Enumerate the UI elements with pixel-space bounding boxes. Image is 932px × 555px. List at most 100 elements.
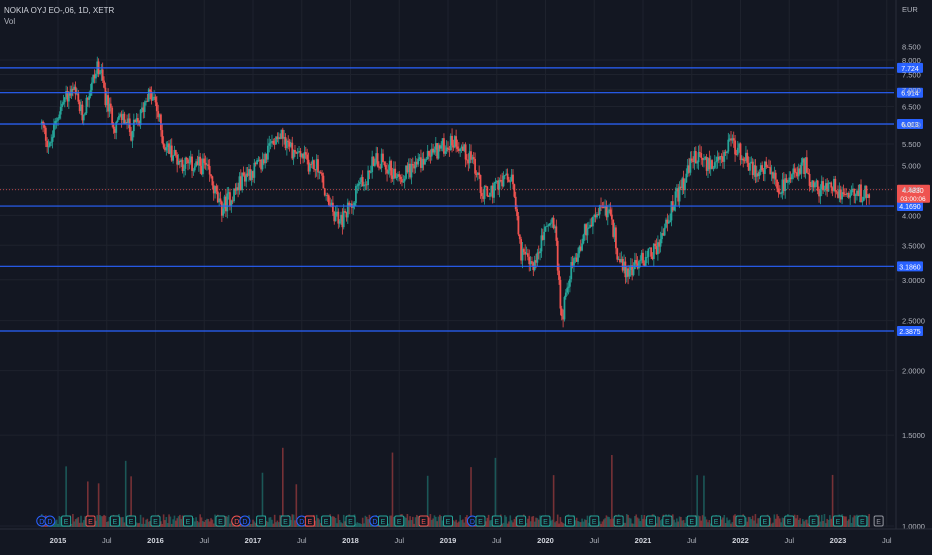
candle bbox=[254, 161, 257, 167]
candle bbox=[281, 127, 284, 147]
candle bbox=[858, 184, 861, 203]
earnings-event-icon[interactable]: E bbox=[784, 515, 795, 527]
volume-bar bbox=[65, 466, 67, 527]
level-layer: 7.724 6.914 6.013 4.1690 3.1860 2.3875 4.48300… bbox=[0, 62, 930, 336]
earnings-event-icon[interactable]: E bbox=[280, 515, 291, 527]
earnings-event-icon[interactable]: E bbox=[109, 515, 120, 527]
volume-bar bbox=[578, 521, 581, 527]
y-tick-label: 8.000 bbox=[902, 56, 921, 65]
volume-bar bbox=[677, 521, 680, 527]
volume-bar bbox=[550, 520, 552, 527]
candle bbox=[365, 181, 368, 190]
candle bbox=[494, 177, 497, 191]
earnings-event-icon[interactable]: E bbox=[711, 515, 722, 527]
candle bbox=[800, 157, 803, 179]
earnings-event-icon[interactable]: E bbox=[873, 515, 884, 527]
earnings-event-icon[interactable]: E bbox=[759, 515, 770, 527]
volume-bar bbox=[315, 514, 318, 527]
dividend-event-icon[interactable]: D bbox=[36, 515, 48, 527]
volume-bar bbox=[344, 521, 346, 527]
earnings-event-icon[interactable]: E bbox=[516, 515, 527, 527]
earnings-event-icon[interactable]: E bbox=[256, 515, 267, 527]
candle bbox=[353, 201, 356, 210]
volume-bar bbox=[341, 523, 344, 527]
candle bbox=[629, 257, 632, 277]
dividend-event-icon[interactable]: D bbox=[44, 515, 56, 527]
volume-bar bbox=[367, 519, 369, 527]
candle bbox=[703, 153, 705, 168]
volume-bar bbox=[391, 452, 394, 527]
svg-text:E: E bbox=[64, 519, 69, 526]
svg-text:E: E bbox=[421, 519, 426, 526]
volume-indicator-label[interactable]: Vol bbox=[4, 17, 16, 26]
candle bbox=[814, 182, 816, 192]
candle bbox=[269, 139, 272, 150]
candle bbox=[426, 144, 429, 160]
level-price-label: 6.914 bbox=[901, 91, 919, 98]
earnings-event-icon[interactable]: E bbox=[646, 515, 657, 527]
dividend-event-icon[interactable]: D bbox=[239, 515, 251, 527]
earnings-event-icon[interactable]: E bbox=[61, 515, 72, 527]
earnings-event-icon[interactable]: E bbox=[589, 515, 600, 527]
earnings-event-icon[interactable]: E bbox=[735, 515, 746, 527]
candle bbox=[656, 235, 659, 261]
candle bbox=[651, 252, 654, 261]
earnings-event-icon[interactable]: E bbox=[215, 515, 226, 527]
earnings-event-icon[interactable]: E bbox=[833, 515, 843, 527]
earnings-event-icon[interactable]: E bbox=[857, 515, 868, 527]
earnings-event-icon[interactable]: E bbox=[564, 515, 575, 527]
svg-text:E: E bbox=[324, 519, 329, 526]
dividend-event-icon[interactable]: D bbox=[369, 515, 381, 527]
earnings-event-icon[interactable]: E bbox=[394, 515, 405, 527]
volume-bar bbox=[845, 516, 847, 527]
candle bbox=[58, 111, 61, 120]
earnings-event-icon[interactable]: E bbox=[540, 515, 551, 527]
earnings-event-icon[interactable]: E bbox=[304, 515, 315, 527]
candle bbox=[444, 145, 447, 156]
volume-bar bbox=[848, 519, 850, 527]
candle bbox=[227, 186, 230, 200]
candle bbox=[751, 158, 754, 179]
earnings-event-icon[interactable]: E bbox=[150, 515, 161, 527]
candle bbox=[602, 201, 605, 209]
earnings-event-icon[interactable]: E bbox=[418, 515, 429, 527]
volume-bar bbox=[585, 520, 587, 527]
volume-bar bbox=[505, 516, 508, 527]
volume-bar bbox=[657, 516, 659, 527]
volume-bar bbox=[179, 514, 181, 527]
symbol-title[interactable]: NOKIA OYJ EO-,06, 1D, XETR bbox=[4, 6, 115, 15]
svg-text:E: E bbox=[446, 519, 451, 526]
candle bbox=[128, 113, 131, 137]
candle bbox=[554, 224, 556, 233]
volume-bar bbox=[624, 522, 627, 527]
earnings-event-icon[interactable]: E bbox=[662, 515, 673, 527]
candle bbox=[323, 187, 326, 197]
candle bbox=[773, 166, 776, 185]
earnings-event-icon[interactable]: E bbox=[475, 515, 486, 527]
earnings-event-icon[interactable]: E bbox=[443, 515, 453, 527]
earnings-event-icon[interactable]: E bbox=[808, 515, 819, 527]
earnings-event-icon[interactable]: E bbox=[686, 515, 697, 527]
volume-bar bbox=[103, 514, 105, 527]
candle bbox=[308, 162, 311, 175]
earnings-event-icon[interactable]: E bbox=[491, 515, 502, 527]
candle bbox=[570, 256, 573, 283]
earnings-event-icon[interactable]: E bbox=[345, 515, 356, 527]
volume-bar bbox=[722, 517, 724, 527]
earnings-event-icon[interactable]: E bbox=[613, 515, 624, 527]
volume-bar bbox=[145, 519, 147, 527]
earnings-event-icon[interactable]: E bbox=[85, 515, 96, 527]
earnings-event-icon[interactable]: E bbox=[126, 515, 137, 527]
earnings-event-icon[interactable]: E bbox=[378, 515, 388, 527]
dividend-event-icon[interactable]: D bbox=[466, 515, 478, 527]
svg-text:D: D bbox=[372, 519, 377, 526]
volume-bar bbox=[455, 519, 457, 527]
earnings-event-icon[interactable]: E bbox=[183, 515, 193, 527]
candle bbox=[761, 161, 764, 172]
candle bbox=[631, 258, 634, 281]
earnings-event-icon[interactable]: E bbox=[321, 515, 332, 527]
volume-bar bbox=[227, 515, 230, 527]
volume-bar bbox=[462, 519, 464, 527]
